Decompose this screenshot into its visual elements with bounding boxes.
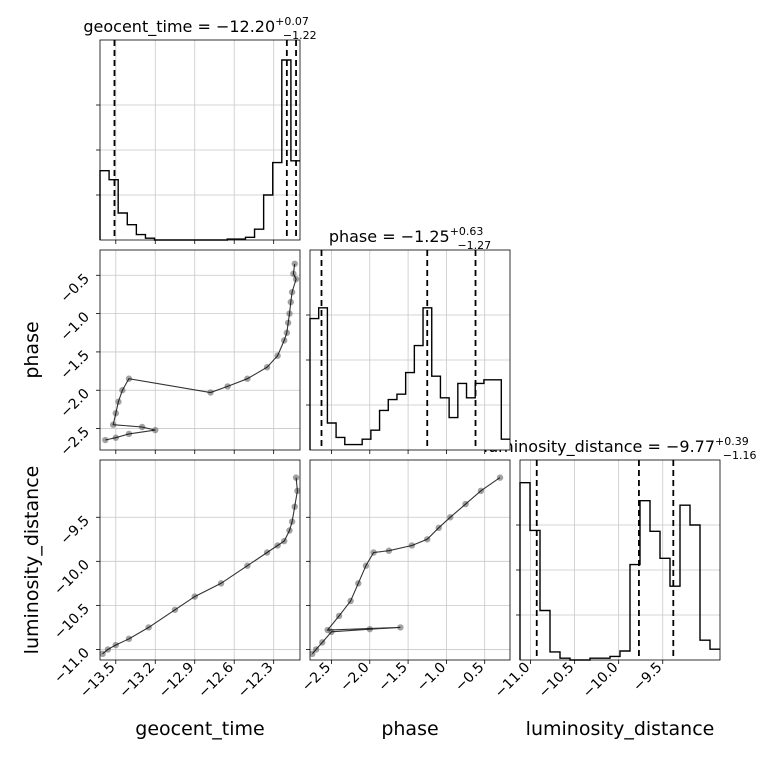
panel-frame-luminosity_distance_vs_phase — [309, 459, 511, 661]
ylabel-luminosity_distance: luminosity_distance — [21, 466, 43, 655]
hist-bg-phase — [310, 250, 510, 450]
sample-point-luminosity_distance_vs_phase-0 — [496, 474, 504, 481]
panel-frame-phase_vs_geocent_time — [99, 249, 301, 451]
ytick-label-row-phase-0: −2.5 — [57, 424, 92, 459]
hist-panel-luminosity_distance — [516, 459, 721, 664]
joint-panel-phase_vs_geocent_time — [96, 249, 301, 454]
ytick-label-row-phase-1: −2.0 — [57, 386, 92, 421]
joint-bg-luminosity_distance_vs_phase — [310, 460, 510, 660]
title-phase: phase = −1.25+0.63 −1.27 — [329, 225, 491, 252]
xtick-label-luminosity_distance-2: −10.0 — [580, 660, 622, 702]
xtick-label-phase-3: −1.0 — [414, 660, 449, 695]
ytick-label-row-phase-3: −1.0 — [57, 309, 92, 344]
ytick-label-row-luminosity_distance-2: −10.0 — [51, 557, 93, 599]
hist-bg-luminosity_distance — [520, 460, 720, 660]
samples-luminosity_distance_vs_phase — [310, 474, 504, 658]
title-luminosity_distance: luminosity_distance = −9.77+0.39 −1.16 — [484, 435, 757, 462]
ylabel-phase: phase — [21, 321, 43, 378]
xtick-label-geocent_time-4: −12.3 — [235, 660, 277, 702]
xlabel-luminosity_distance: luminosity_distance — [526, 718, 715, 740]
contour-luminosity_distance_vs_geocent_time — [102, 477, 298, 655]
histogram-step-phase — [309, 307, 510, 450]
hist-panel-phase — [306, 249, 511, 454]
panel-titles: geocent_time = −12.20+0.07 −1.22 phase = … — [83, 15, 756, 462]
samples-phase_vs_geocent_time — [102, 260, 300, 444]
contour-phase_vs_geocent_time — [105, 263, 297, 441]
hist-panel-geocent_time — [96, 39, 301, 244]
ytick-label-row-phase-4: −0.5 — [57, 271, 92, 306]
panel-frame-geocent_time — [99, 39, 301, 241]
sample-point-phase_vs_geocent_time-23 — [102, 436, 109, 444]
joint-panel-luminosity_distance_vs_geocent_time — [96, 459, 301, 664]
xtick-label-geocent_time-1: −13.2 — [116, 660, 158, 702]
xtick-label-luminosity_distance-3: −9.5 — [630, 660, 665, 695]
panel-frame-luminosity_distance_vs_geocent_time — [99, 459, 301, 661]
xtick-label-phase-0: −2.5 — [299, 660, 334, 695]
xtick-label-phase-2: −1.5 — [376, 660, 411, 695]
contour-luminosity_distance_vs_phase — [311, 477, 501, 655]
axis-labels: geocent_time phase luminosity_distance p… — [21, 321, 714, 740]
joint-bg-luminosity_distance_vs_geocent_time — [100, 460, 300, 660]
histogram-step-luminosity_distance — [519, 482, 720, 661]
samples-luminosity_distance_vs_geocent_time — [100, 474, 300, 658]
joint-bg-phase_vs_geocent_time — [100, 250, 300, 450]
xtick-label-luminosity_distance-1: −10.5 — [536, 660, 578, 702]
title-geocent_time: geocent_time = −12.20+0.07 −1.22 — [83, 15, 316, 42]
xlabel-phase: phase — [381, 718, 438, 740]
xtick-label-phase-1: −2.0 — [337, 660, 372, 695]
panel-frame-phase — [309, 249, 511, 451]
xtick-label-phase-4: −0.5 — [452, 660, 487, 695]
xlabel-geocent_time: geocent_time — [135, 718, 264, 740]
joint-panel-luminosity_distance_vs_phase — [306, 459, 511, 664]
ytick-label-row-luminosity_distance-1: −10.5 — [51, 601, 93, 643]
ytick-label-row-luminosity_distance-3: −9.5 — [57, 513, 92, 548]
ytick-label-row-phase-2: −1.5 — [57, 347, 92, 382]
xtick-label-luminosity_distance-0: −11.0 — [492, 660, 534, 702]
hist-bg-geocent_time — [100, 40, 300, 240]
panel-frame-luminosity_distance — [519, 459, 721, 661]
sample-point-phase_vs_geocent_time-0 — [291, 260, 298, 267]
sample-point-luminosity_distance_vs_phase-14 — [397, 624, 404, 631]
xtick-label-geocent_time-2: −12.9 — [156, 660, 198, 702]
xtick-label-geocent_time-3: −12.6 — [195, 659, 237, 701]
